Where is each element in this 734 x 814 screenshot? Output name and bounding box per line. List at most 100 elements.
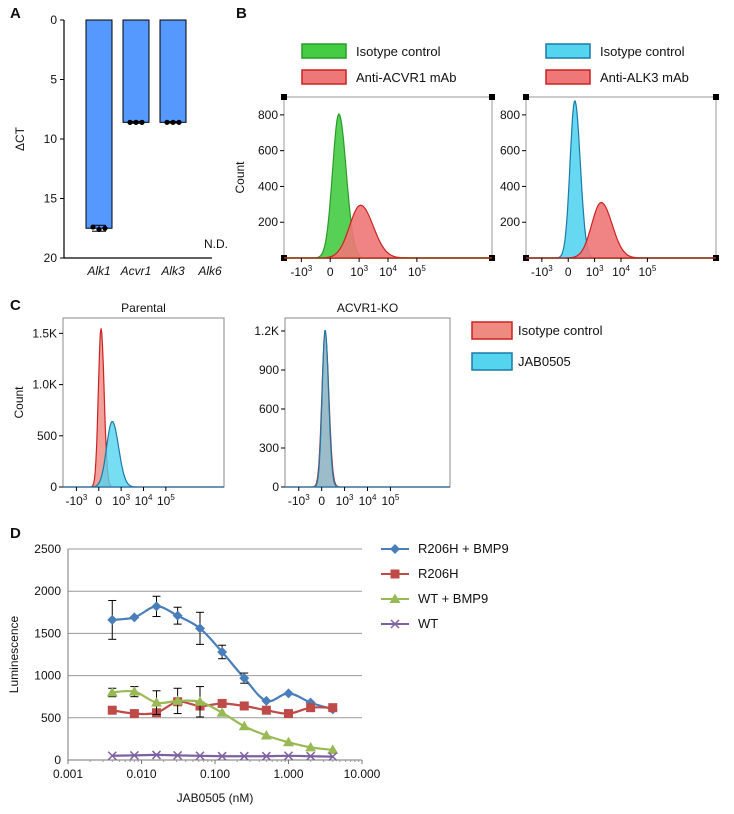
subplot-title: ACVR1-KO (337, 301, 398, 315)
legend-swatch (471, 352, 513, 371)
data-point (129, 612, 140, 623)
marker-stroke (195, 751, 205, 761)
x-tick-label: 1.000 (273, 767, 303, 781)
histogram-isotype (63, 328, 224, 488)
data-point (151, 697, 163, 707)
y-tick-label: 900 (259, 363, 279, 377)
marker-stroke (283, 751, 294, 761)
data-point (195, 751, 205, 761)
y-tick-label: 200 (500, 215, 520, 229)
marker-stroke (390, 619, 400, 629)
x-tick-label: 105 (382, 493, 400, 508)
legend-label: R206H (418, 566, 458, 581)
y-tick-label: 200 (258, 215, 278, 229)
replicate-point (170, 119, 176, 125)
marker-stroke (129, 750, 139, 760)
y-tick-label: 5 (50, 73, 57, 87)
data-point (238, 720, 250, 731)
y-tick-label: 400 (258, 179, 278, 193)
x-tick-label: 0 (327, 265, 334, 279)
x-tick-label: 105 (408, 264, 426, 279)
x-tick-label: 104 (135, 493, 153, 508)
legend-label: Isotype control (356, 44, 441, 59)
legend-label: Isotype control (600, 44, 685, 59)
data-point (151, 601, 162, 612)
data-point (194, 696, 206, 706)
legend-swatch (301, 69, 347, 85)
x-axis-label: JAB0505 (nM) (177, 791, 254, 805)
legend-marker (390, 569, 400, 579)
y-tick-label: 10 (44, 132, 58, 146)
y-tick-label: 500 (41, 711, 61, 725)
y-tick-label: 20 (44, 251, 58, 265)
y-tick-label: 400 (500, 179, 520, 193)
x-tick-label: 0.010 (126, 767, 156, 781)
replicate-point (102, 225, 108, 231)
x-tick-label: -103 (66, 493, 88, 508)
data-point (217, 646, 228, 657)
y-tick-label: 600 (500, 144, 520, 158)
data-point (261, 751, 271, 761)
data-point (107, 614, 118, 625)
data-point (129, 750, 139, 760)
y-axis-label: Luminescence (7, 615, 21, 693)
data-point (239, 701, 249, 711)
plot-frame (525, 96, 717, 259)
x-tick-label: 103 (586, 264, 604, 279)
panel-d-line-chart: 0 500 1000 1500 2000 2500 0.001 0.010 0.100 1.000… (7, 541, 509, 805)
replicate-point (133, 119, 139, 125)
y-tick-label: 2000 (34, 584, 61, 598)
data-point (216, 707, 228, 717)
x-tick-label: 0.001 (53, 767, 83, 781)
histogram-isotype (284, 112, 492, 259)
legend-label: Isotype control (518, 323, 603, 338)
y-tick-label: 1000 (34, 669, 61, 683)
panel-b-subplot-1: Isotype control Anti-ACVR1 mAb 200 400 600 80… (233, 43, 495, 279)
histogram-antibody (285, 330, 450, 488)
y-tick-label: 800 (500, 108, 520, 122)
marker-stroke (328, 752, 338, 762)
y-tick-label: 600 (258, 144, 278, 158)
data-point (172, 695, 184, 705)
legend-marker (390, 544, 400, 554)
legend-swatch (545, 43, 591, 59)
category-label: Acvr1 (120, 264, 152, 278)
data-point (217, 698, 227, 708)
marker-stroke (239, 751, 249, 761)
y-tick-label: 2500 (34, 542, 61, 556)
data-point (129, 709, 139, 719)
panel-a-bar-chart: 0 5 10 15 20 ΔCT Alk1 Acvr1 Alk3 N.D. Alk6 (13, 13, 228, 278)
panel-label-c: C (10, 297, 21, 314)
x-tick-label: 103 (350, 264, 368, 279)
data-point (328, 703, 338, 713)
data-point (151, 750, 162, 760)
legend-label: JAB0505 (518, 354, 571, 369)
replicate-point (139, 119, 145, 125)
x-tick-label: 0 (95, 494, 102, 508)
legend-swatch (471, 321, 513, 340)
panel-label-b: B (236, 5, 247, 22)
y-tick-label: 600 (259, 402, 279, 416)
series-r206h-bmp9: R206H + BMP9 (107, 541, 509, 715)
data-point (128, 686, 140, 696)
corner-marker (713, 94, 719, 100)
y-tick-label: 15 (44, 192, 58, 206)
panel-label-d: D (10, 525, 21, 542)
x-tick-label: 104 (379, 264, 397, 279)
data-point (217, 751, 227, 761)
y-axis-label: ΔCT (13, 126, 27, 151)
histogram-isotype (285, 332, 450, 488)
bar (122, 19, 150, 123)
corner-marker (281, 94, 287, 100)
x-tick-label: -103 (288, 493, 310, 508)
x-tick-label: 0 (318, 494, 325, 508)
data-point (106, 686, 118, 697)
panel-label-a: A (10, 5, 21, 22)
plot-frame (284, 317, 451, 488)
replicate-point (96, 226, 102, 233)
histogram-isotype (526, 100, 716, 259)
marker-stroke (151, 750, 162, 760)
data-point (283, 688, 294, 699)
data-point (194, 623, 205, 634)
